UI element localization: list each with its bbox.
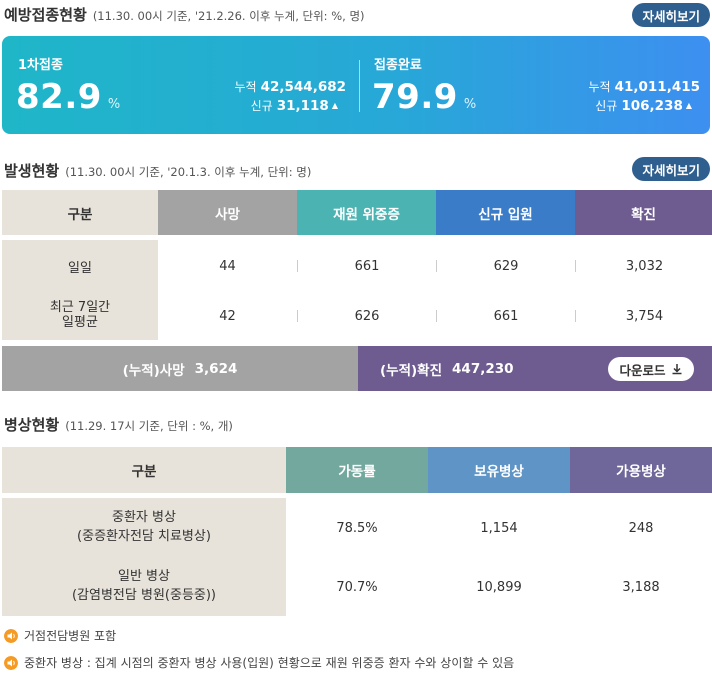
- beds-header-category: 구분: [2, 447, 286, 493]
- speaker-icon: [4, 628, 18, 643]
- complete-rate: 79.9%: [372, 80, 477, 114]
- first-new-label: 신규: [250, 99, 273, 113]
- complete-cum-value: 41,011,415: [614, 79, 700, 95]
- cumulative-summary-bar: (누적)사망 3,624 (누적)확진 447,230 다운로드: [2, 346, 712, 391]
- occurrence-detail-button[interactable]: 자세히보기: [632, 157, 710, 181]
- first-dose-rate-value: 82.9: [16, 77, 102, 117]
- vaccination-detail-button[interactable]: 자세히보기: [632, 3, 710, 27]
- cumulative-confirmed-label: (누적)확진: [380, 362, 443, 379]
- occ-weekly-admission: 661: [493, 308, 519, 324]
- beds-row-label-icu: 중환자 병상 (중증환자전담 치료병상): [77, 510, 211, 544]
- complete-new-value: 106,238: [621, 98, 683, 114]
- beds-icu-owned: 1,154: [480, 520, 518, 536]
- note-text: 거점전담병원 포함: [24, 629, 117, 643]
- occurrence-table-header: 구분 사망 재원 위중증 신규 입원 확진: [2, 190, 712, 235]
- beds-general-owned: 10,899: [476, 579, 522, 595]
- table-row: 일반 병상 (감염병전담 병원(중등중)) 70.7% 10,899 3,188: [2, 558, 712, 616]
- beds-header-owned: 보유병상: [428, 447, 570, 493]
- cumulative-confirmed: (누적)확진 447,230 다운로드: [358, 346, 712, 391]
- cumulative-death: (누적)사망 3,624: [2, 346, 358, 391]
- complete-rate-value: 79.9: [372, 77, 458, 117]
- first-dose-label: 1차접종: [18, 58, 63, 73]
- occ-daily-admission: 629: [493, 258, 519, 274]
- occ-header-confirmed: 확진: [575, 190, 712, 235]
- beds-subtitle: (11.29. 17시 기준, 단위 : %, 개): [65, 419, 233, 433]
- up-triangle-icon: ▲: [685, 101, 692, 110]
- cumulative-death-label: (누적)사망: [122, 362, 185, 379]
- beds-header: 병상현황 (11.29. 17시 기준, 단위 : %, 개): [4, 414, 233, 435]
- occ-header-category: 구분: [2, 190, 158, 235]
- occ-daily-confirmed: 3,032: [625, 258, 664, 274]
- occ-weekly-critical: 626: [354, 308, 380, 324]
- cumulative-death-value: 3,624: [194, 360, 238, 377]
- beds-header-available: 가용병상: [570, 447, 712, 493]
- vaccination-header: 예방접종현황 (11.30. 00시 기준, '21.2.26. 이후 누계, …: [4, 4, 365, 25]
- vaccination-title: 예방접종현황: [4, 6, 87, 24]
- occ-header-critical: 재원 위중증: [297, 190, 436, 235]
- cumulative-confirmed-value: 447,230: [452, 360, 514, 377]
- download-label: 다운로드: [619, 363, 666, 378]
- complete-unit: %: [463, 97, 477, 112]
- occurrence-subtitle: (11.30. 00시 기준, '20.1.3. 이후 누계, 단위: 명): [65, 165, 312, 179]
- beds-table-header: 구분 가동률 보유병상 가용병상: [2, 447, 712, 493]
- note-item: 중환자 병상 : 집계 시점의 중환자 병상 사용(입원) 현황으로 재원 위중…: [4, 654, 514, 671]
- first-cum-label: 누적: [234, 80, 257, 94]
- note-item: 거점전담병원 포함: [4, 627, 116, 644]
- vaccination-subtitle: (11.30. 00시 기준, '21.2.26. 이후 누계, 단위: %, …: [92, 9, 365, 23]
- beds-general-rate: 70.7%: [336, 579, 378, 595]
- occurrence-header: 발생현황 (11.30. 00시 기준, '20.1.3. 이후 누계, 단위:…: [4, 160, 311, 181]
- first-dose-unit: %: [107, 97, 121, 112]
- beds-header-rate: 가동률: [286, 447, 428, 493]
- first-new-value: 31,118: [276, 98, 329, 114]
- first-dose-cumulative: 누적 42,544,682: [235, 78, 347, 95]
- beds-general-available: 3,188: [622, 579, 660, 595]
- beds-row-label-general: 일반 병상 (감염병전담 병원(중등중)): [71, 569, 217, 603]
- beds-icu-available: 248: [628, 520, 654, 536]
- occ-header-admission: 신규 입원: [436, 190, 575, 235]
- up-triangle-icon: ▲: [331, 101, 338, 110]
- occurrence-title: 발생현황: [4, 162, 60, 180]
- note-text: 중환자 병상 : 집계 시점의 중환자 병상 사용(입원) 현황으로 재원 위중…: [24, 656, 515, 670]
- download-button[interactable]: 다운로드: [608, 357, 694, 381]
- table-row: 중환자 병상 (중증환자전담 치료병상) 78.5% 1,154 248: [2, 500, 712, 556]
- occ-weekly-confirmed: 3,754: [625, 308, 664, 324]
- complete-label: 접종완료: [374, 58, 422, 73]
- occ-row-label-weekly: 최근 7일간 일평균: [49, 300, 111, 330]
- first-dose-rate: 82.9%: [16, 80, 121, 114]
- occ-header-death: 사망: [158, 190, 297, 235]
- first-dose-new: 신규 31,118 ▲: [251, 97, 338, 114]
- vaccination-divider: [359, 60, 360, 112]
- occ-weekly-death: 42: [219, 308, 236, 324]
- vaccination-panel: 1차접종 82.9% 누적 42,544,682 신규 31,118 ▲ 접종완료 7…: [2, 36, 710, 134]
- complete-new-label: 신규: [595, 99, 618, 113]
- download-icon: [672, 364, 681, 375]
- occ-row-label-daily: 일일: [68, 260, 92, 276]
- beds-title: 병상현황: [4, 416, 60, 434]
- complete-cum-label: 누적: [588, 80, 611, 94]
- table-row: 일일 44 661 629 3,032: [2, 242, 712, 290]
- speaker-icon: [4, 655, 18, 670]
- first-cum-value: 42,544,682: [260, 79, 346, 95]
- occ-label-column: [2, 240, 158, 340]
- complete-new: 신규 106,238 ▲: [595, 97, 692, 114]
- occ-daily-critical: 661: [354, 258, 380, 274]
- complete-cumulative: 누적 41,011,415: [589, 78, 701, 95]
- occ-daily-death: 44: [219, 258, 236, 274]
- beds-label-column: [2, 498, 286, 616]
- table-row: 최근 7일간 일평균 42 626 661 3,754: [2, 292, 712, 340]
- beds-icu-rate: 78.5%: [336, 520, 378, 536]
